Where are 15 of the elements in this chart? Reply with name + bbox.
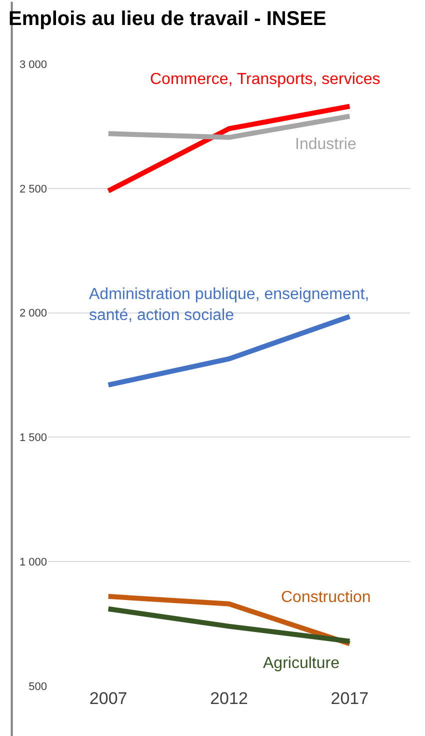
y-tick-label: 2 000 <box>19 308 47 320</box>
y-tick-label: 2 500 <box>19 183 47 196</box>
series-label: Agriculture <box>263 655 340 672</box>
y-tick-label: 3 000 <box>19 58 47 71</box>
series-label: Administration publique, enseignement, santé, action sociale <box>89 286 370 324</box>
y-tick-label: 1 500 <box>19 432 47 444</box>
x-tick-label: 2007 <box>89 689 128 708</box>
text: Commerce, Transports, services <box>150 71 380 88</box>
series-label: Industrie <box>295 136 356 153</box>
y-tick-label: 1 000 <box>19 556 47 568</box>
series-label: Construction <box>281 589 371 606</box>
x-tick-label: 2017 <box>330 689 369 708</box>
chart-title: Emplois au lieu de travail - INSEE <box>8 8 326 30</box>
x-tick-label: 2012 <box>210 689 248 708</box>
y-tick-label: 500 <box>28 680 47 693</box>
